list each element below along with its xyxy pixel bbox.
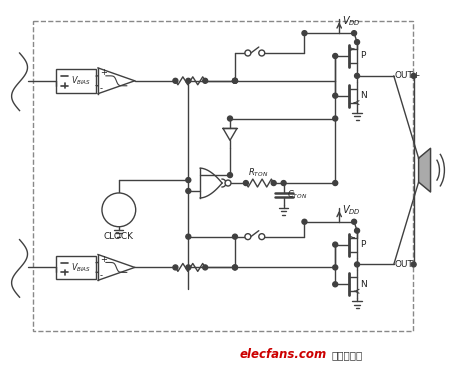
Text: -: - xyxy=(100,84,103,93)
Circle shape xyxy=(228,116,232,121)
Text: $C_{TON}$: $C_{TON}$ xyxy=(287,189,307,201)
Circle shape xyxy=(232,265,237,270)
Circle shape xyxy=(245,234,251,240)
Text: -: - xyxy=(100,271,103,280)
Text: N: N xyxy=(360,91,367,100)
Circle shape xyxy=(173,78,178,83)
Circle shape xyxy=(333,181,338,186)
Circle shape xyxy=(228,173,232,178)
Circle shape xyxy=(232,78,237,83)
Text: $R_{TON}$: $R_{TON}$ xyxy=(248,167,268,180)
Circle shape xyxy=(411,262,416,267)
Circle shape xyxy=(186,234,191,239)
Circle shape xyxy=(333,242,338,247)
Text: CLOCK: CLOCK xyxy=(104,232,134,241)
Circle shape xyxy=(352,31,356,36)
Circle shape xyxy=(102,193,136,227)
Text: elecfans.com: elecfans.com xyxy=(240,348,327,361)
Circle shape xyxy=(333,265,338,270)
Text: OUT-: OUT- xyxy=(395,260,416,269)
Circle shape xyxy=(173,265,178,270)
Circle shape xyxy=(186,178,191,183)
Circle shape xyxy=(225,180,231,186)
Text: OUT+: OUT+ xyxy=(395,71,421,81)
Text: N: N xyxy=(360,280,367,289)
Circle shape xyxy=(243,181,248,186)
Circle shape xyxy=(411,73,416,78)
Circle shape xyxy=(355,40,360,45)
Text: 电子发烧友: 电子发烧友 xyxy=(331,350,362,360)
Text: $V_{BIAS}$: $V_{BIAS}$ xyxy=(71,74,91,87)
Circle shape xyxy=(355,262,360,267)
Circle shape xyxy=(281,181,286,186)
Circle shape xyxy=(333,54,338,59)
Circle shape xyxy=(203,265,207,270)
Text: $V_{BIAS}$: $V_{BIAS}$ xyxy=(71,261,91,274)
Text: $V_{DD}$: $V_{DD}$ xyxy=(342,14,361,28)
Text: $V_{DD}$: $V_{DD}$ xyxy=(342,203,361,217)
Circle shape xyxy=(232,234,237,239)
Circle shape xyxy=(232,78,237,83)
Circle shape xyxy=(355,73,360,78)
Circle shape xyxy=(302,219,307,224)
Circle shape xyxy=(259,50,265,56)
Circle shape xyxy=(259,234,265,240)
Text: P: P xyxy=(360,51,366,60)
Circle shape xyxy=(232,265,237,270)
Circle shape xyxy=(333,116,338,121)
Circle shape xyxy=(352,219,356,224)
Text: P: P xyxy=(360,240,366,249)
Text: +: + xyxy=(100,68,107,77)
Bar xyxy=(56,256,96,279)
Circle shape xyxy=(186,189,191,194)
Circle shape xyxy=(186,78,191,83)
Bar xyxy=(56,69,96,93)
Circle shape xyxy=(245,50,251,56)
Circle shape xyxy=(333,93,338,98)
Circle shape xyxy=(232,78,237,83)
Circle shape xyxy=(355,228,360,233)
Text: +: + xyxy=(100,255,107,264)
Circle shape xyxy=(333,282,338,287)
Circle shape xyxy=(186,265,191,270)
Polygon shape xyxy=(419,148,431,192)
Circle shape xyxy=(203,78,207,83)
Circle shape xyxy=(302,31,307,36)
Circle shape xyxy=(271,181,276,186)
Bar xyxy=(34,21,413,331)
